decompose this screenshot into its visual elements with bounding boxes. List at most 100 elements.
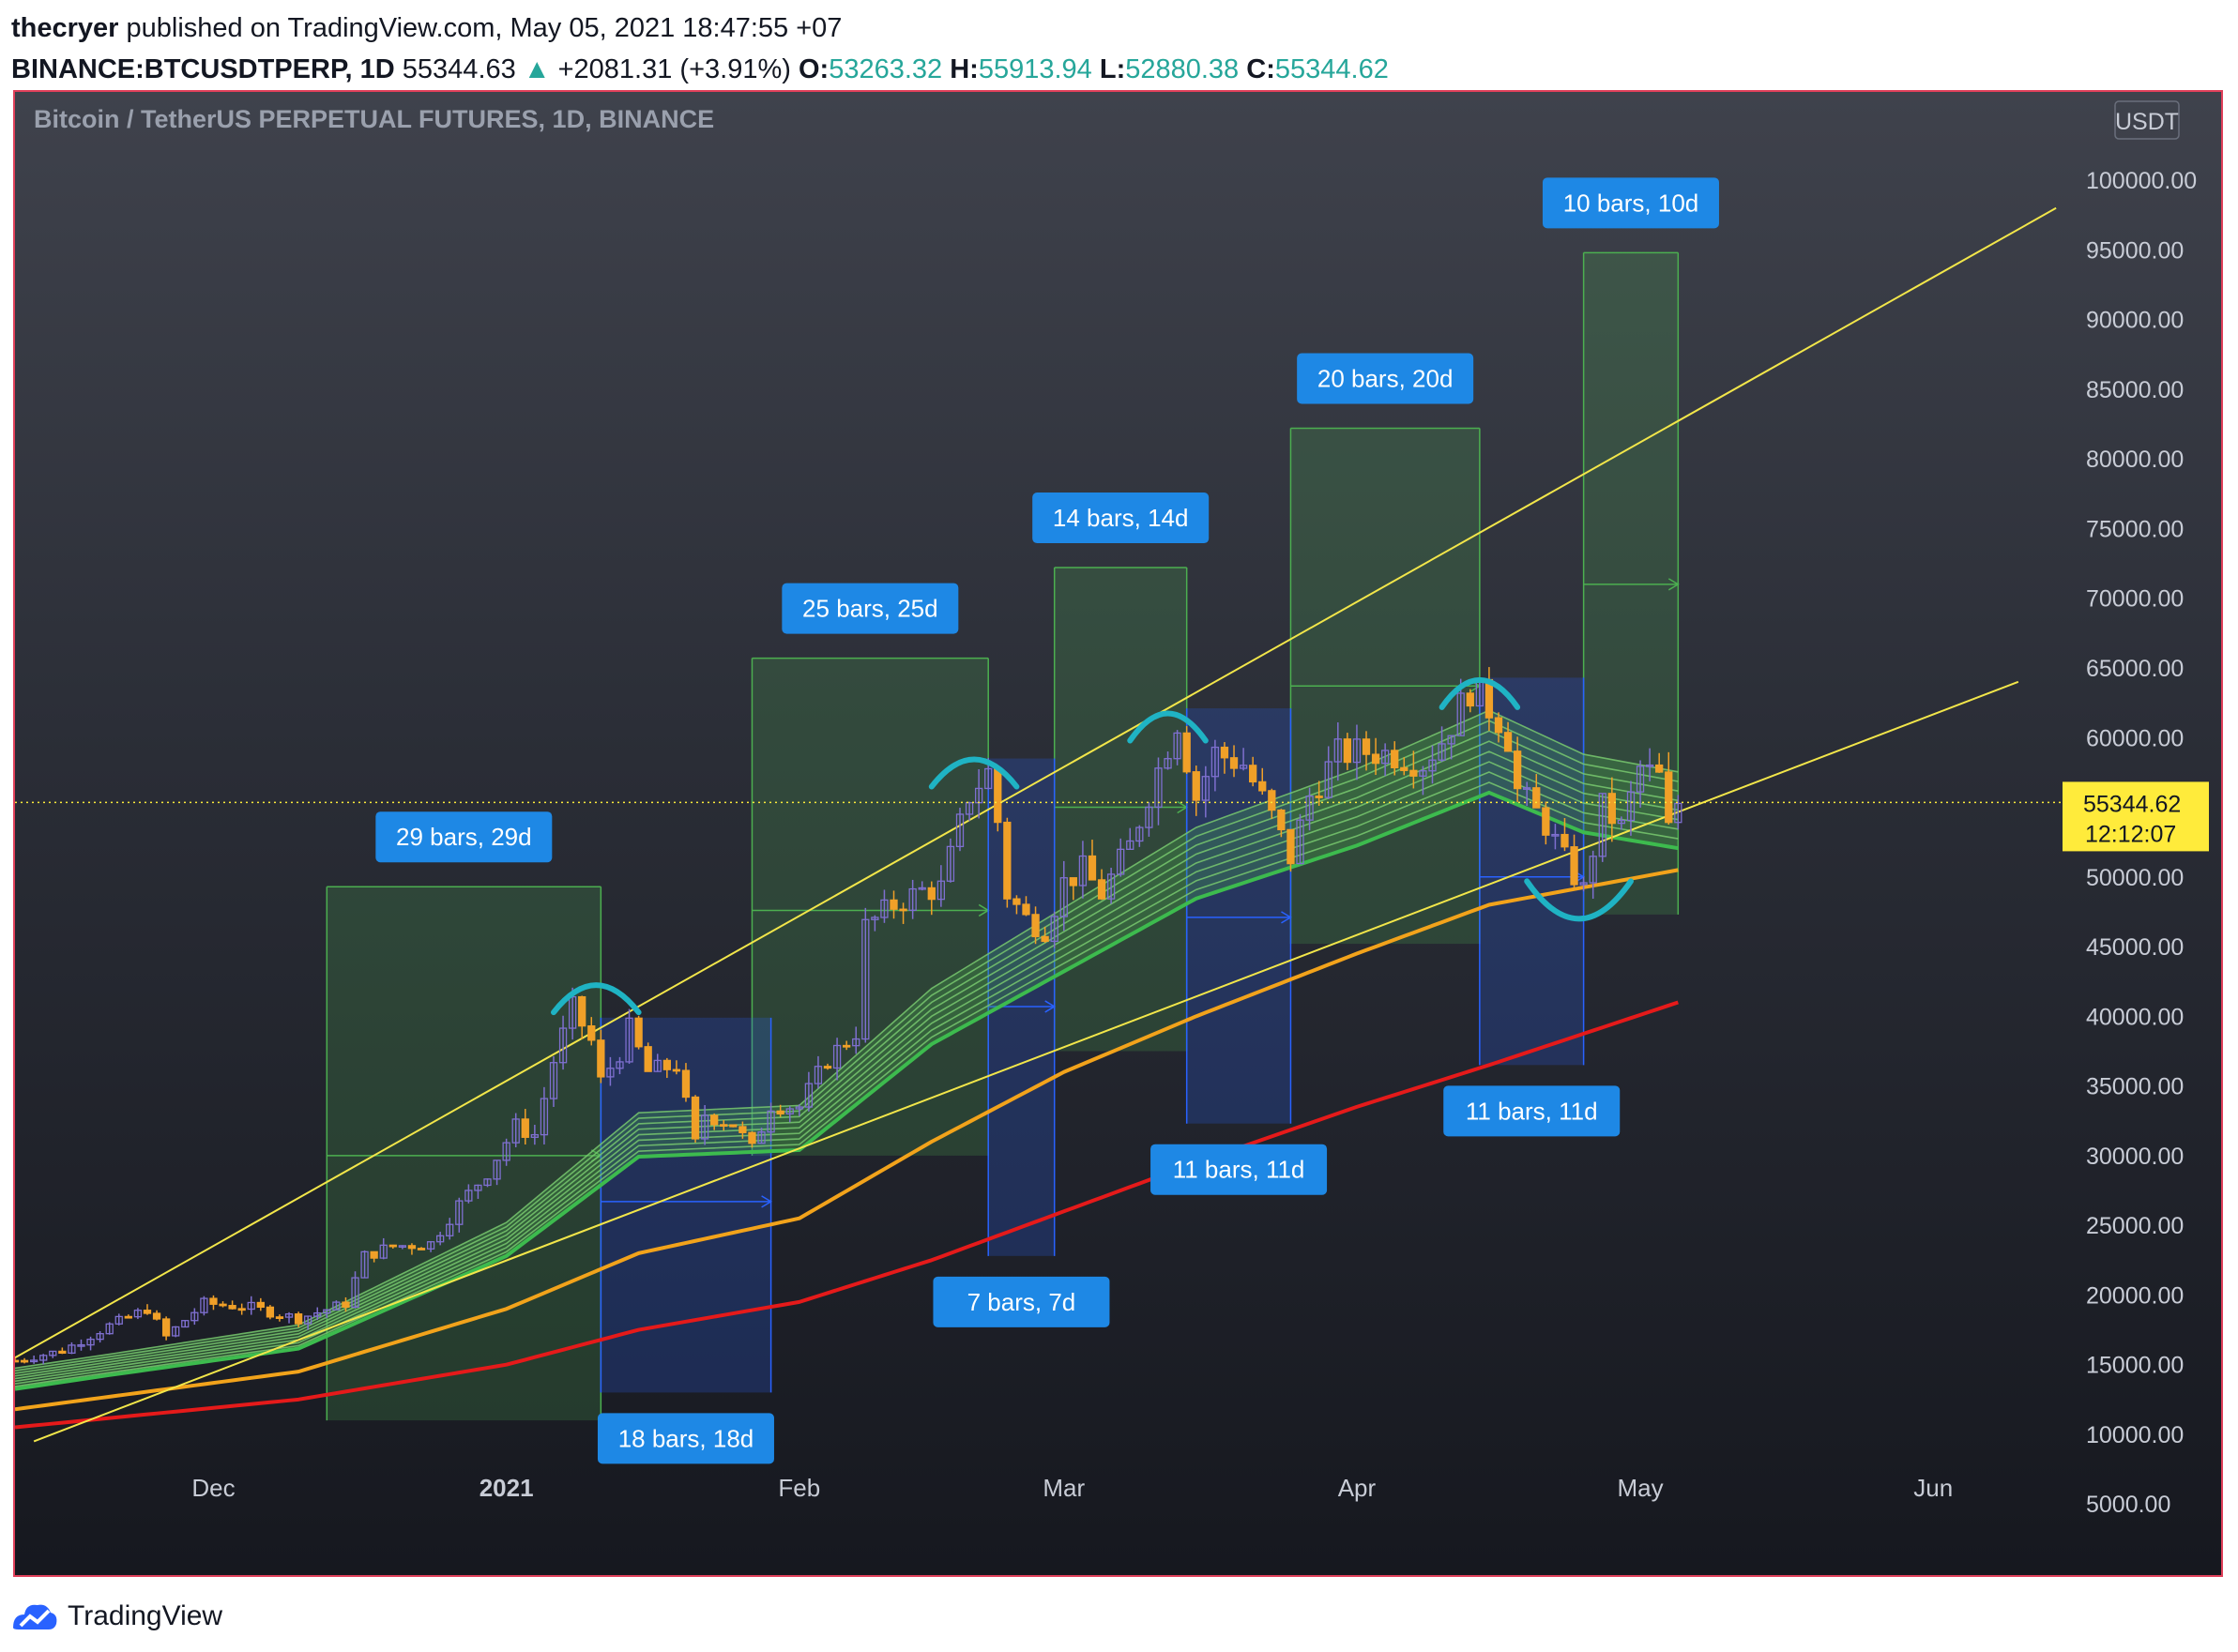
range-label: 14 bars, 14d bbox=[1032, 493, 1210, 544]
candle-body bbox=[190, 1311, 199, 1322]
range-label-text: 29 bars, 29d bbox=[396, 823, 532, 851]
candle-body bbox=[1239, 765, 1248, 769]
candle-body bbox=[228, 1305, 236, 1310]
ribbon-ema-line bbox=[15, 771, 1679, 1385]
candle-body bbox=[1362, 738, 1371, 755]
candle-body bbox=[653, 1059, 662, 1072]
range-label-text: 11 bars, 11d bbox=[1466, 1097, 1598, 1125]
candle-body bbox=[1645, 764, 1654, 767]
candle-body bbox=[407, 1245, 417, 1250]
candle-body bbox=[767, 1110, 775, 1133]
range-label: 29 bars, 29d bbox=[375, 811, 553, 863]
candle-body bbox=[49, 1350, 57, 1356]
candle-body bbox=[984, 767, 993, 790]
range-label-bg bbox=[1150, 1144, 1328, 1195]
candle-body bbox=[843, 1044, 851, 1048]
price-tag-value: 55344.62 bbox=[2083, 791, 2181, 817]
chart-title: Bitcoin / TetherUS PERPETUAL FUTURES, 1D… bbox=[34, 105, 714, 133]
candle-body bbox=[1041, 935, 1049, 943]
range-label-bg bbox=[1297, 353, 1474, 404]
range-label: 10 bars, 10d bbox=[1542, 177, 1719, 229]
open-label: O: bbox=[798, 54, 830, 84]
candle-body bbox=[483, 1178, 492, 1187]
range-fill bbox=[1479, 677, 1584, 1066]
close-label: C: bbox=[1246, 54, 1275, 84]
candle-body bbox=[1409, 769, 1418, 777]
candle-body bbox=[1268, 790, 1276, 811]
candle-body bbox=[1513, 750, 1522, 790]
candle-body bbox=[1154, 767, 1163, 809]
candle-body bbox=[200, 1297, 208, 1313]
currency-badge bbox=[2114, 100, 2180, 140]
y-tick-label: 85000.00 bbox=[2086, 377, 2184, 403]
top-arc-annotation bbox=[1439, 676, 1521, 710]
candle-body bbox=[748, 1131, 756, 1144]
ribbon-ema-line bbox=[15, 790, 1679, 1391]
candle-body bbox=[284, 1313, 294, 1318]
price-chart[interactable]: Bitcoin / TetherUS PERPETUAL FUTURES, 1D… bbox=[15, 92, 2221, 1575]
candle-body bbox=[1579, 882, 1588, 886]
brand-name[interactable]: TradingView bbox=[68, 1600, 223, 1631]
candle-body bbox=[1088, 855, 1097, 881]
top-arc-annotation bbox=[928, 756, 1020, 790]
candle-body bbox=[133, 1310, 143, 1318]
tradingview-logo-icon[interactable] bbox=[11, 1599, 58, 1633]
chart-pane[interactable]: Bitcoin / TetherUS PERPETUAL FUTURES, 1D… bbox=[13, 90, 2223, 1577]
range-label-text: 7 bars, 7d bbox=[967, 1288, 1076, 1316]
x-tick-label: May bbox=[1617, 1474, 1663, 1502]
y-tick-label: 30000.00 bbox=[2086, 1144, 2184, 1170]
candle-body bbox=[1164, 758, 1172, 769]
candle-body bbox=[342, 1301, 350, 1308]
candle-body bbox=[785, 1108, 794, 1114]
author-name[interactable]: thecryer bbox=[11, 13, 119, 43]
x-tick-label: Dec bbox=[191, 1474, 235, 1502]
candle-body bbox=[1286, 828, 1295, 865]
trend-line bbox=[15, 206, 2057, 1359]
x-tick-label: Jun bbox=[1913, 1474, 1953, 1502]
top-arc-annotation bbox=[550, 982, 642, 1016]
y-tick-label: 25000.00 bbox=[2086, 1213, 2184, 1239]
candle-body bbox=[1106, 873, 1116, 900]
candle-body bbox=[275, 1316, 284, 1320]
price-axis: USDT 100000.00 95000.00 90000.00 85000.00 800… bbox=[2086, 100, 2197, 1518]
candle-body bbox=[814, 1066, 823, 1084]
range-label-text: 25 bars, 25d bbox=[802, 595, 938, 623]
range-fill bbox=[327, 887, 601, 1421]
candle-body bbox=[256, 1301, 265, 1309]
range-fill bbox=[1186, 708, 1291, 1124]
candle-body bbox=[1494, 717, 1503, 734]
candle-body bbox=[1249, 765, 1257, 783]
candle-body bbox=[1617, 819, 1626, 825]
candle-body bbox=[266, 1306, 275, 1318]
x-tick-label: Feb bbox=[778, 1474, 820, 1502]
candle-body bbox=[332, 1301, 341, 1311]
candle-body bbox=[927, 887, 936, 901]
candle-body bbox=[1391, 750, 1399, 769]
y-tick-label: 35000.00 bbox=[2086, 1074, 2184, 1100]
candle-body bbox=[1466, 692, 1474, 707]
arrow-head-icon bbox=[1044, 1000, 1057, 1013]
candle-body bbox=[700, 1114, 709, 1140]
candle-body bbox=[1097, 879, 1106, 900]
chart-header: thecryer published on TradingView.com, M… bbox=[11, 8, 2226, 90]
range-label: 7 bars, 7d bbox=[933, 1276, 1110, 1327]
candle-body bbox=[899, 908, 907, 912]
candle-body bbox=[247, 1301, 255, 1311]
candle-body bbox=[1126, 840, 1134, 850]
candle-body bbox=[832, 1044, 842, 1069]
candle-body bbox=[1419, 770, 1427, 777]
candle-body bbox=[558, 1027, 568, 1064]
last-price: 55344.63 bbox=[402, 54, 516, 84]
candle-body bbox=[209, 1297, 218, 1305]
candle-body bbox=[294, 1313, 303, 1325]
candle-body bbox=[1192, 771, 1200, 801]
candle-body bbox=[398, 1245, 407, 1249]
y-tick-label: 50000.00 bbox=[2086, 865, 2184, 891]
y-tick-label: 100000.00 bbox=[2086, 168, 2197, 194]
candle-body bbox=[776, 1110, 784, 1114]
y-tick-label: 40000.00 bbox=[2086, 1004, 2184, 1030]
up-triangle-icon: ▲ bbox=[523, 54, 551, 84]
candle-body bbox=[77, 1343, 85, 1347]
range-label: 11 bars, 11d bbox=[1443, 1085, 1621, 1137]
candle-body bbox=[955, 813, 965, 848]
